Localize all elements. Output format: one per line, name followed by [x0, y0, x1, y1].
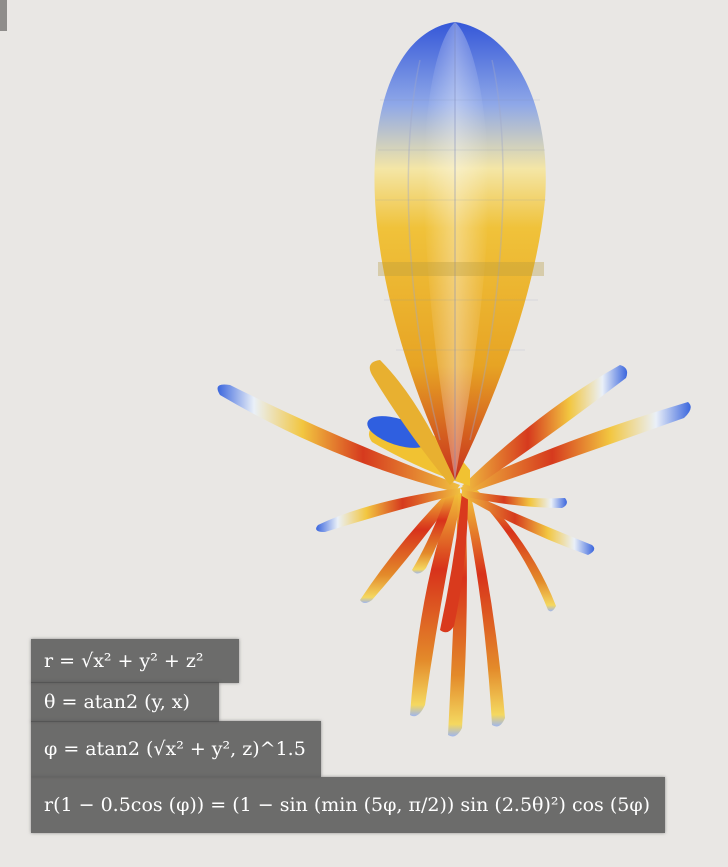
- equation-theta-text: θ = atan2 (y, x): [44, 690, 190, 713]
- equation-phi-text: φ = atan2 (√x² + y², z)^1.5: [44, 737, 306, 760]
- equation-phi: φ = atan2 (√x² + y², z)^1.5: [31, 721, 321, 777]
- equation-radius: r = √x² + y² + z²: [31, 639, 239, 683]
- equation-surface: r(1 − 0.5cos (φ)) = (1 − sin (min (5φ, π…: [31, 777, 665, 833]
- lower-petals: [360, 488, 556, 737]
- equation-surface-text: r(1 − 0.5cos (φ)) = (1 − sin (min (5φ, π…: [44, 793, 651, 816]
- side-petals: [217, 360, 691, 555]
- corner-tab: [0, 0, 7, 31]
- top-lobe: [374, 22, 546, 480]
- equation-radius-text: r = √x² + y² + z²: [44, 649, 204, 672]
- equation-theta: θ = atan2 (y, x): [31, 682, 219, 722]
